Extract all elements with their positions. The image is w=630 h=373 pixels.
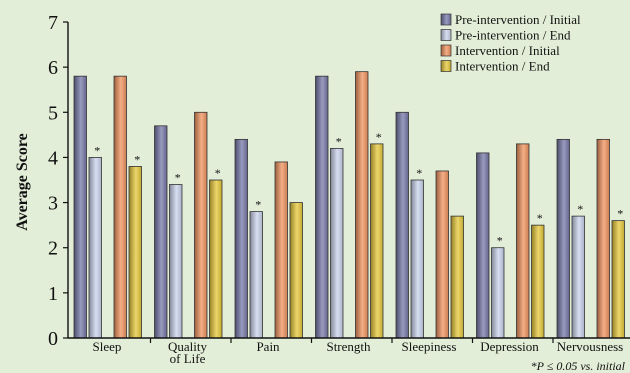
bar-strength-series-2 — [330, 147, 344, 339]
bar-pain-series-1 — [234, 138, 248, 339]
bar-sleepiness-series-2 — [410, 179, 424, 339]
bar-sleepiness-series-1 — [395, 111, 409, 339]
bar-strength-series-3 — [355, 71, 369, 339]
significance-star: * — [336, 134, 342, 148]
bar-quality-of-life-series-4 — [209, 179, 223, 339]
bar-nervousness-series-4 — [611, 220, 625, 339]
x-category-label: Pain — [256, 339, 280, 354]
bar-quality-of-life-series-3 — [194, 111, 208, 339]
y-tick-label: 0 — [48, 328, 58, 350]
bar-sleep-series-1 — [73, 75, 87, 339]
bar-nervousness-series-1 — [556, 138, 570, 339]
bars-layer: * * * * * * * * * * * * — [73, 71, 625, 339]
legend-label: Pre-intervention / End — [455, 28, 571, 43]
bar-depression-series-1 — [476, 152, 490, 339]
significance-star: * — [497, 234, 503, 248]
x-category-label: Nervousness — [557, 339, 623, 354]
legend-swatch — [440, 13, 452, 26]
significance-star: * — [537, 211, 543, 225]
significance-star: * — [215, 166, 221, 180]
y-axis-title: Average Score — [14, 133, 31, 231]
bar-depression-series-2 — [491, 247, 505, 339]
footnote: *P ≤ 0.05 vs. initial — [531, 359, 626, 373]
bar-nervousness-series-3 — [596, 138, 610, 339]
legend-label: Intervention / Initial — [455, 43, 560, 58]
bar-sleep-series-3 — [113, 75, 127, 339]
y-tick-label: 5 — [48, 102, 58, 124]
bar-depression-series-4 — [531, 224, 545, 339]
y-tick-label: 1 — [48, 283, 58, 305]
legend-label: Intervention / End — [455, 59, 550, 74]
bar-quality-of-life-series-2 — [169, 184, 183, 339]
bar-pain-series-2 — [249, 211, 263, 339]
y-tick-label: 7 — [48, 12, 58, 34]
legend-swatch — [440, 29, 452, 41]
bar-sleep-series-2 — [88, 157, 102, 339]
bar-pain-series-4 — [289, 202, 303, 339]
significance-star: * — [376, 130, 382, 144]
legend: Pre-intervention / InitialPre-interventi… — [440, 12, 581, 74]
bar-sleepiness-series-4 — [450, 215, 464, 339]
y-tick-label: 2 — [48, 238, 58, 260]
y-tick-label: 4 — [48, 147, 58, 169]
significance-star: * — [94, 143, 100, 157]
significance-star: * — [134, 152, 140, 166]
significance-star: * — [617, 207, 623, 221]
legend-swatch — [440, 60, 452, 72]
significance-star: * — [577, 202, 583, 216]
y-tick-label: 3 — [48, 193, 58, 215]
x-category-label: Sleepiness — [402, 339, 457, 354]
bar-strength-series-4 — [370, 143, 384, 339]
bar-pain-series-3 — [274, 161, 288, 339]
axes-layer: 0 1 2 3 4 5 6 7 Sleep Quality of Life Pain Strength S… — [14, 12, 630, 373]
x-category-label: Quality of Life — [168, 339, 207, 366]
bar-sleep-series-4 — [128, 166, 142, 339]
legend-swatch — [440, 44, 452, 57]
x-category-label: Strength — [326, 339, 371, 354]
significance-star: * — [255, 198, 261, 212]
significance-star: * — [416, 166, 422, 180]
bar-nervousness-series-2 — [571, 215, 585, 339]
x-category-label: Depression — [480, 339, 539, 354]
significance-star: * — [175, 171, 181, 185]
x-category-label: Sleep — [93, 339, 122, 354]
bar-sleepiness-series-3 — [435, 170, 449, 339]
y-tick-label: 6 — [48, 57, 58, 79]
bar-depression-series-3 — [516, 143, 530, 339]
bar-quality-of-life-series-1 — [154, 125, 168, 339]
legend-label: Pre-intervention / Initial — [455, 12, 581, 27]
bar-strength-series-1 — [315, 75, 329, 339]
